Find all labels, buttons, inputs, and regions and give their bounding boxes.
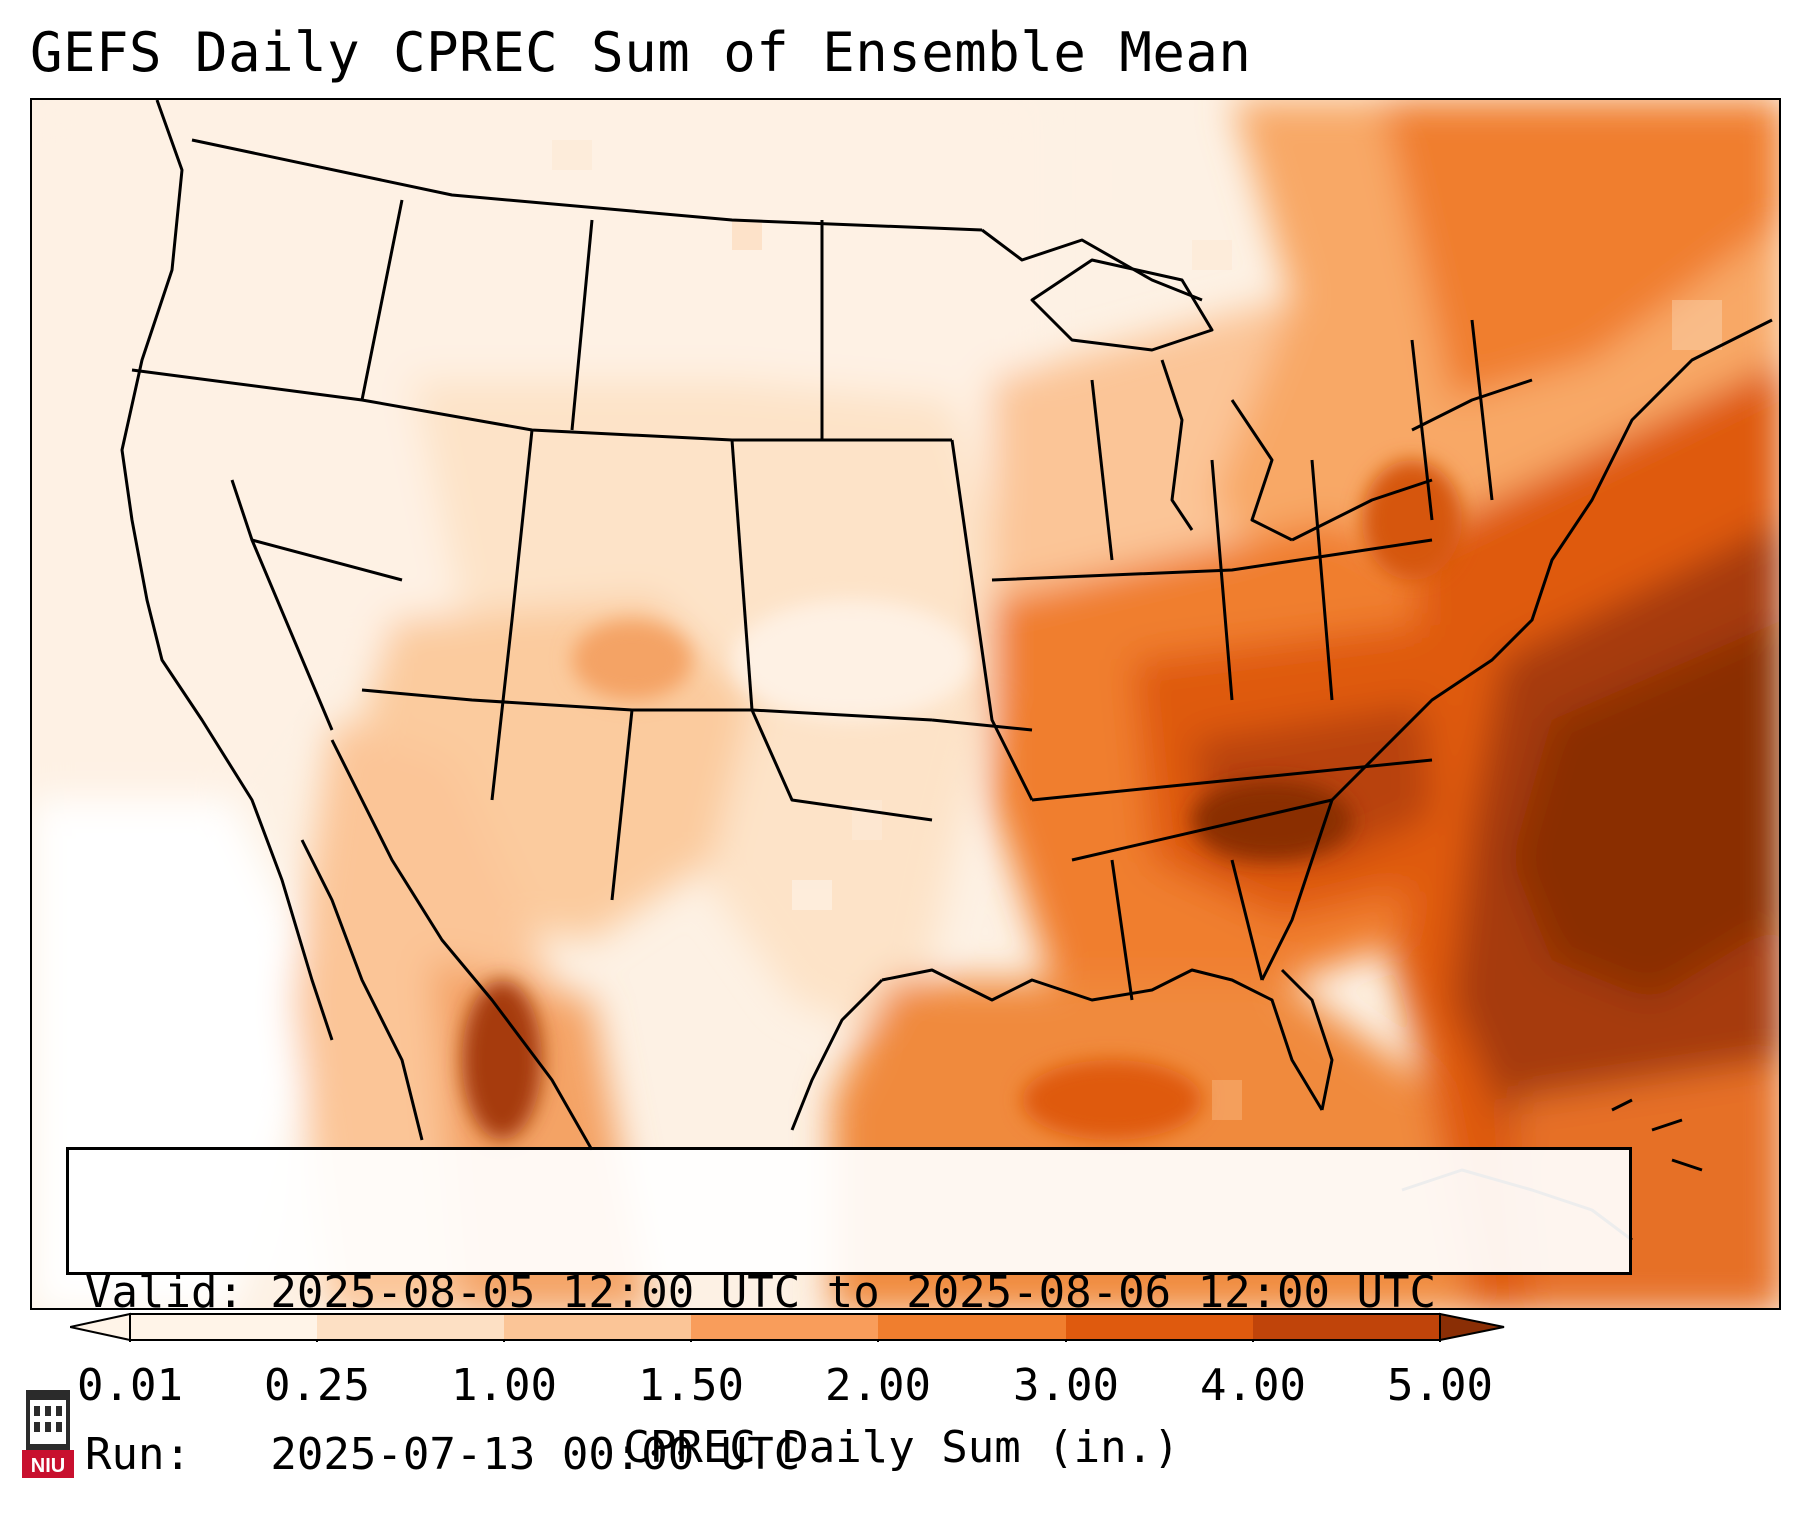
colorbar-segment bbox=[1066, 1314, 1253, 1340]
colorbar-tick-labels: 0.01 0.25 1.00 1.50 2.00 3.00 4.00 5.00 bbox=[0, 1358, 1803, 1418]
colorbar-segment bbox=[504, 1314, 691, 1340]
colorbar-tick-label: 3.00 bbox=[1013, 1360, 1119, 1411]
precipitation-map bbox=[30, 98, 1781, 1310]
colorbar-extend-low bbox=[70, 1312, 131, 1342]
colorbar-segment bbox=[130, 1314, 317, 1340]
colorbar-segment bbox=[317, 1314, 504, 1340]
colorbar-outline bbox=[129, 1313, 1441, 1341]
colorbar-tick-label: 1.00 bbox=[451, 1360, 557, 1411]
boundaries bbox=[120, 100, 1773, 1242]
run-time-text: Run: 2025-07-13 00:00 UTC bbox=[85, 1429, 801, 1480]
valid-run-info-box: Valid: 2025-08-05 12:00 UTC to 2025-08-0… bbox=[66, 1147, 1632, 1480]
niu-logo: NIU bbox=[22, 1390, 74, 1478]
colorbar bbox=[70, 1312, 1505, 1342]
colorbar-label: CPREC Daily Sum (in.) bbox=[623, 1422, 1180, 1473]
precip-highlights bbox=[122, 460, 1462, 1140]
colorbar-segment bbox=[1253, 1314, 1440, 1340]
grid-cells bbox=[552, 140, 1722, 1120]
colorbar-tick-label: 0.01 bbox=[77, 1360, 183, 1411]
colorbar-extend-high bbox=[1439, 1312, 1505, 1342]
colorbar-tick-label: 4.00 bbox=[1200, 1360, 1306, 1411]
precip-field bbox=[32, 100, 1779, 1308]
colorbar-tick-label: 5.00 bbox=[1387, 1360, 1493, 1411]
colorbar-tick-label: 2.00 bbox=[825, 1360, 931, 1411]
map-graphic bbox=[32, 100, 1779, 1308]
map-title: GEFS Daily CPREC Sum of Ensemble Mean bbox=[30, 21, 1252, 84]
colorbar-tick-label: 0.25 bbox=[264, 1360, 370, 1411]
colorbar-segment bbox=[691, 1314, 878, 1340]
valid-time-text: Valid: 2025-08-05 12:00 UTC to 2025-08-0… bbox=[85, 1267, 1437, 1318]
svg-text:NIU: NIU bbox=[31, 1455, 65, 1477]
colorbar-tick-label: 1.50 bbox=[638, 1360, 744, 1411]
colorbar-segment bbox=[878, 1314, 1066, 1340]
